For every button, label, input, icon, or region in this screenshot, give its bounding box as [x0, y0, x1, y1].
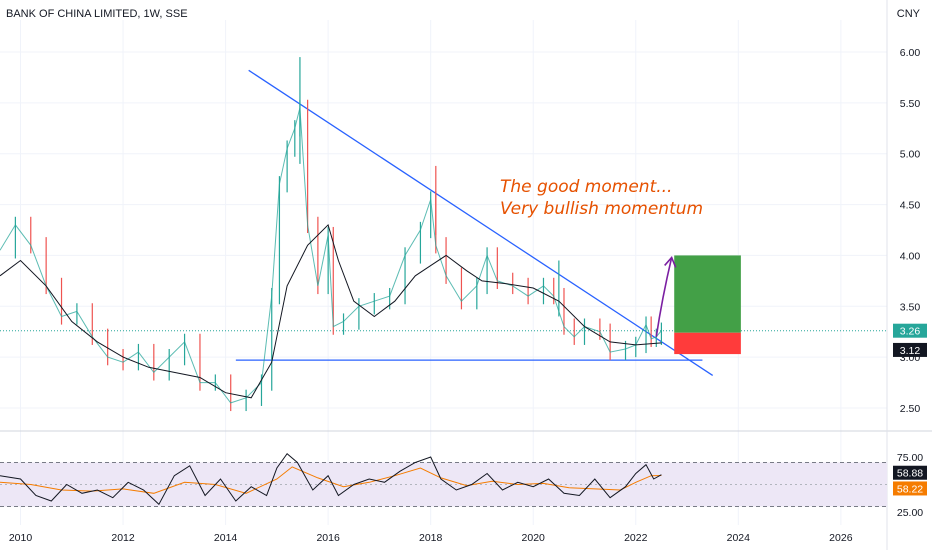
x-tick-label: 2016	[316, 532, 340, 544]
target-zone	[674, 255, 741, 333]
x-tick-label: 2024	[727, 532, 751, 544]
stop-zone	[674, 332, 741, 355]
x-tick-label: 2018	[419, 532, 443, 544]
rsi-band	[0, 462, 887, 507]
x-tick-label: 2014	[214, 532, 238, 544]
x-tick-label: 2012	[111, 532, 135, 544]
price-series	[0, 107, 662, 404]
rsi-line	[0, 452, 662, 506]
price-tick-label: 3.50	[900, 301, 921, 313]
arrow-head-icon	[664, 255, 677, 268]
ma-value: 3.12	[900, 345, 921, 357]
x-tick-label: 2022	[624, 532, 648, 544]
price-tick-label: 4.50	[900, 200, 921, 212]
x-tick-label: 2026	[829, 532, 853, 544]
annotation-line2: Very bullish momentum	[500, 199, 703, 219]
last-price-badge	[893, 323, 927, 338]
currency-label: CNY	[896, 8, 920, 20]
rsi-badge	[893, 465, 927, 480]
price-tick-label: 4.00	[900, 250, 921, 262]
rsi-ma-badge	[893, 481, 927, 496]
rsi-tick-label: 25.00	[897, 507, 923, 519]
annotation-line1: The good moment...	[500, 177, 672, 197]
price-tick-label: 6.00	[900, 47, 921, 59]
bullish-arrow	[655, 257, 673, 337]
price-tick-label: 5.50	[900, 98, 921, 110]
x-tick-label: 2010	[9, 532, 33, 544]
price-tick-label: 5.00	[900, 149, 921, 161]
last-price-value: 3.26	[900, 326, 921, 338]
trendline	[248, 69, 714, 376]
chart-title: BANK OF CHINA LIMITED, 1W, SSE	[6, 8, 188, 20]
moving-average-line	[0, 223, 662, 399]
ma-badge	[893, 342, 927, 357]
rsi-value: 58.88	[897, 468, 923, 480]
price-tick-label: 2.50	[900, 403, 921, 415]
x-tick-label: 2020	[522, 532, 546, 544]
rsi-ma-value: 58.22	[897, 483, 923, 495]
rsi-tick-label: 75.00	[897, 452, 923, 464]
